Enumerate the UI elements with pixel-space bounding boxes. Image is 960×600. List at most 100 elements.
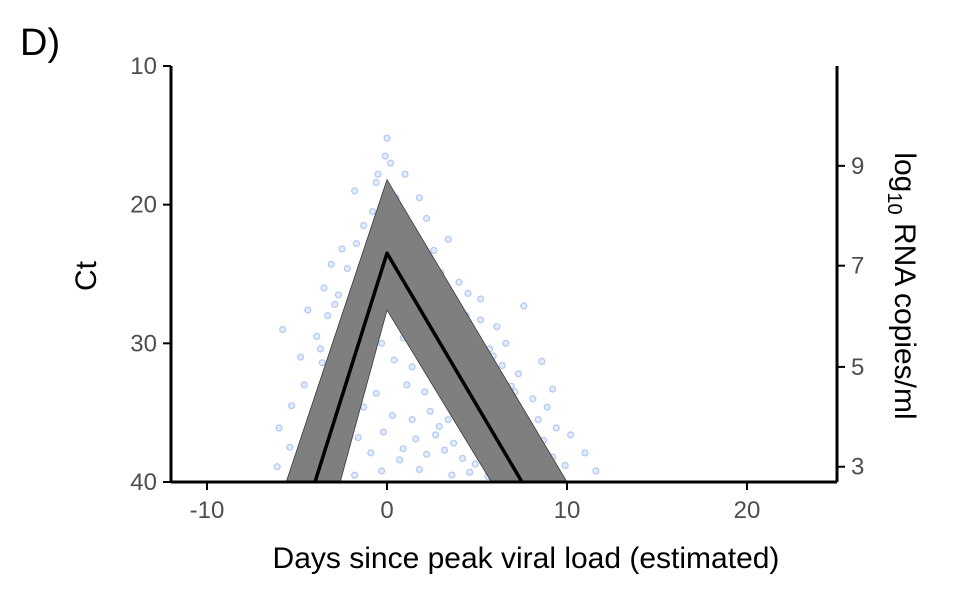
y2-tick-label: 5 <box>851 354 864 381</box>
data-point <box>324 312 332 320</box>
data-point <box>304 306 312 314</box>
data-point <box>403 381 411 389</box>
y2-tick-label: 3 <box>851 454 864 481</box>
data-point <box>279 325 287 334</box>
x-tick-label: 20 <box>734 497 761 524</box>
data-point <box>561 461 569 469</box>
data-point <box>432 431 440 439</box>
data-point <box>423 450 431 458</box>
data-point <box>423 214 431 223</box>
data-point <box>351 471 359 479</box>
data-point <box>415 194 423 202</box>
data-point <box>320 284 328 292</box>
data-point <box>390 356 398 364</box>
data-point <box>444 235 452 243</box>
data-point <box>477 316 485 324</box>
data-point <box>288 402 296 410</box>
data-point <box>412 435 420 443</box>
data-point <box>318 359 326 367</box>
data-point <box>514 370 523 378</box>
y-axis-title: Ct <box>70 260 103 291</box>
data-point <box>421 388 429 396</box>
data-point <box>415 465 423 474</box>
data-point <box>352 239 360 248</box>
data-point <box>379 428 387 436</box>
data-point <box>372 178 380 187</box>
x-tick-label: -10 <box>190 497 225 524</box>
data-point <box>367 449 375 457</box>
data-point <box>498 361 506 370</box>
data-point <box>455 278 463 286</box>
data-point <box>538 357 546 365</box>
data-point <box>566 431 575 439</box>
data-point <box>529 395 537 403</box>
data-point <box>316 345 324 353</box>
data-point <box>399 445 407 453</box>
data-point <box>592 467 600 475</box>
data-point <box>372 389 380 397</box>
data-point <box>459 454 467 462</box>
y-tick-label: 30 <box>130 330 157 357</box>
data-point <box>383 134 391 142</box>
data-point <box>426 407 434 415</box>
y2-axis-title-rest: RNA copies/ml <box>888 215 921 420</box>
data-point <box>448 471 456 479</box>
data-point <box>444 416 452 424</box>
data-point <box>313 332 321 340</box>
data-point <box>300 381 308 389</box>
data-point <box>369 208 377 216</box>
data-point <box>408 416 416 424</box>
axis-labels: Days since peak viral load (estimated) C… <box>70 152 921 575</box>
data-point <box>273 463 281 471</box>
data-point <box>493 323 501 331</box>
data-point <box>388 411 396 419</box>
axes: -10 0 10 20 10 20 30 40 9 7 5 3 <box>130 53 864 524</box>
data-point <box>343 264 351 273</box>
data-point <box>435 422 443 431</box>
data-point <box>450 439 458 447</box>
data-point <box>351 187 359 195</box>
data-point <box>387 159 395 167</box>
data-point <box>396 456 404 464</box>
data-point <box>471 460 479 468</box>
data-point <box>543 403 551 411</box>
data-point <box>378 467 386 475</box>
data-point <box>534 416 542 424</box>
panel-label: D) <box>20 22 61 64</box>
data-point <box>408 363 416 371</box>
data-point <box>360 221 368 230</box>
data-point <box>378 339 386 347</box>
data-point <box>275 424 283 432</box>
data-point <box>581 449 589 457</box>
x-axis-title: Days since peak viral load (estimated) <box>273 542 780 575</box>
data-point <box>430 246 438 254</box>
data-point <box>286 443 294 451</box>
y2-axis-title: log10 RNA copies/ml <box>883 152 921 419</box>
y2-axis-title-base: log <box>888 152 921 192</box>
y-tick-label: 10 <box>130 53 157 80</box>
data-point <box>502 339 510 347</box>
data-point <box>334 291 342 299</box>
data-point <box>464 289 472 297</box>
data-point <box>327 260 335 268</box>
data-point <box>520 302 528 310</box>
y-tick-label: 40 <box>130 469 157 496</box>
x-tick-label: 10 <box>554 497 581 524</box>
data-point <box>466 468 474 476</box>
y2-tick-label: 7 <box>851 253 864 280</box>
y2-axis-title-subscript: 10 <box>883 192 905 214</box>
y-tick-label: 20 <box>130 192 157 219</box>
data-point <box>552 424 560 432</box>
data-point <box>297 353 305 361</box>
y2-tick-label: 9 <box>851 153 864 180</box>
data-point <box>374 170 382 178</box>
data-point <box>338 245 346 253</box>
data-point <box>401 170 409 178</box>
x-tick-label: 0 <box>380 497 393 524</box>
data-point <box>381 152 389 160</box>
data-point <box>354 434 362 442</box>
data-point <box>548 385 557 393</box>
data-point <box>441 446 449 454</box>
fitted-trajectory-line <box>313 251 524 483</box>
data-point <box>331 300 339 309</box>
